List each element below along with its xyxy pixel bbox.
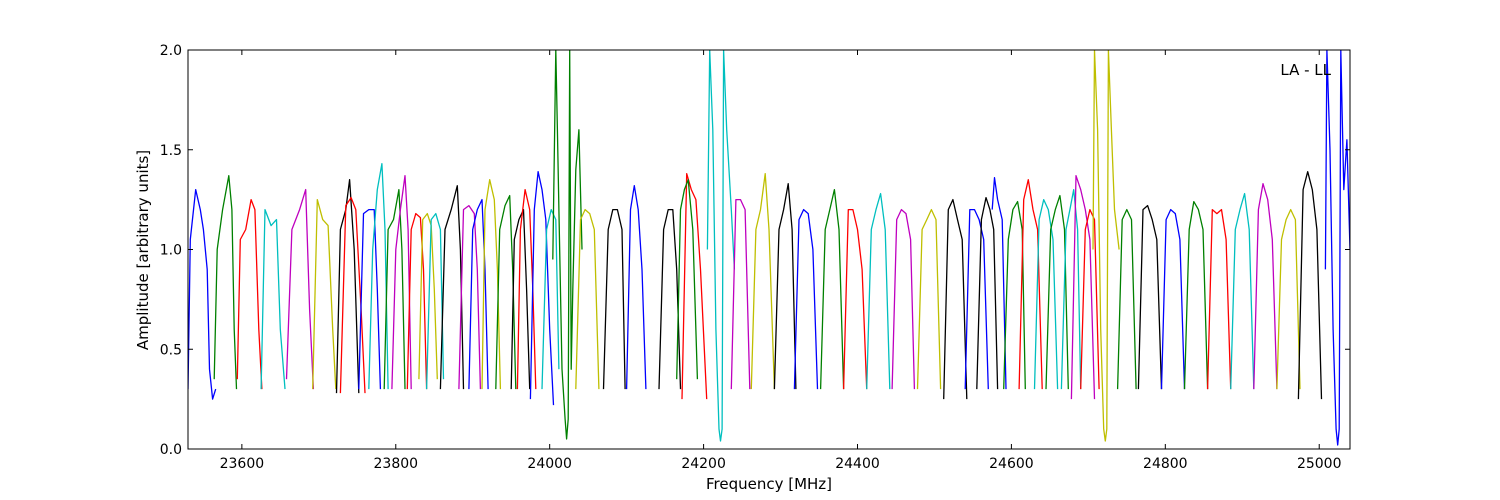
series-line-50 — [1070, 175, 1096, 400]
series-line-55 — [1160, 208, 1186, 390]
series-line-43 — [976, 196, 999, 390]
series-line-13 — [418, 212, 438, 380]
y-axis-label: Amplitude [arbitrary units] — [134, 150, 152, 350]
series-line-15 — [439, 185, 465, 390]
x-tick-label: 24800 — [1143, 456, 1188, 472]
x-tick-label: 23600 — [220, 456, 265, 472]
series-line-24 — [552, 50, 583, 440]
y-tick-label: 0.5 — [160, 342, 182, 358]
series-line-57 — [1206, 208, 1232, 390]
series-line-37 — [842, 208, 868, 390]
series-line-25 — [575, 208, 600, 390]
series-line-53 — [1116, 208, 1137, 390]
series-line-32 — [730, 198, 751, 390]
y-tick-label: 1.0 — [160, 243, 182, 259]
series-line-14 — [425, 212, 445, 390]
series-line-54 — [1137, 204, 1163, 390]
series-line-4 — [285, 188, 315, 390]
series-line-38 — [866, 192, 891, 390]
series-line-1 — [213, 175, 238, 390]
y-tick-label: 1.5 — [160, 143, 182, 159]
x-tick-label: 24000 — [527, 456, 572, 472]
series-line-28 — [658, 208, 682, 390]
series-line-42 — [964, 208, 989, 390]
series-line-6 — [335, 179, 360, 394]
series-line-5 — [312, 198, 337, 390]
series-line-21 — [516, 188, 537, 390]
series-line-40 — [916, 208, 942, 390]
series-line-27 — [625, 185, 647, 390]
series-line-41 — [943, 198, 968, 400]
series-line-31 — [706, 50, 736, 442]
series-line-49 — [1060, 188, 1082, 390]
series-line-0 — [188, 188, 217, 400]
series-line-33 — [750, 173, 776, 390]
series-line-62 — [1324, 50, 1350, 446]
series-line-29 — [681, 173, 708, 400]
series-line-34 — [773, 183, 797, 390]
x-tick-label: 23800 — [374, 456, 419, 472]
series-line-16 — [458, 204, 482, 390]
series-line-3 — [260, 208, 286, 390]
y-tick-label: 0.0 — [160, 442, 182, 458]
x-tick-label: 25000 — [1297, 456, 1342, 472]
x-tick-label: 24600 — [989, 456, 1034, 472]
series-line-59 — [1253, 183, 1278, 390]
series-line-9 — [368, 163, 389, 390]
series-line-20 — [510, 208, 531, 390]
series-line-26 — [602, 208, 626, 390]
series-line-11 — [391, 175, 412, 390]
series-line-7 — [339, 196, 366, 394]
series-line-47 — [1033, 198, 1059, 390]
series-annotation: LA - LL — [1280, 61, 1331, 79]
series-line-52 — [1092, 50, 1120, 442]
series-line-56 — [1183, 200, 1209, 390]
series-line-2 — [236, 198, 263, 390]
series-line-44 — [991, 177, 1007, 390]
series-line-12 — [406, 212, 428, 390]
y-tick-label: 2.0 — [160, 43, 182, 59]
series-line-10 — [383, 188, 406, 390]
series-line-35 — [793, 208, 819, 390]
series-line-17 — [468, 198, 489, 390]
series-line-22 — [529, 171, 555, 406]
series-line-8 — [358, 208, 382, 390]
x-tick-label: 24200 — [681, 456, 726, 472]
series-line-51 — [1080, 208, 1100, 390]
series-line-30 — [676, 179, 699, 380]
series-line-58 — [1230, 192, 1255, 390]
series-line-39 — [891, 208, 916, 390]
series-line-23 — [541, 208, 560, 390]
x-tick-label: 24400 — [835, 456, 880, 472]
ticks-layer: 23600 23800 24000 24200 24400 24600 24800 25000… — [160, 43, 1350, 472]
series-line-60 — [1276, 208, 1301, 390]
series-line-36 — [819, 188, 845, 390]
x-axis-label: Frequency [MHz] — [706, 475, 832, 493]
series-line-61 — [1297, 171, 1323, 400]
series-layer — [188, 50, 1350, 446]
